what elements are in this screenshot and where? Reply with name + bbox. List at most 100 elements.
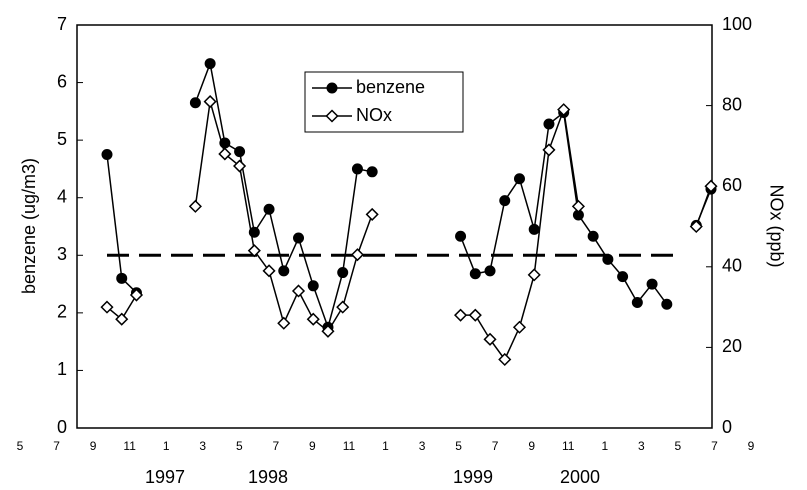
- marker: [512, 320, 527, 334]
- x-tick-label: 7: [492, 439, 499, 453]
- marker: [189, 97, 201, 109]
- marker: [365, 207, 379, 221]
- y-tick-label: 7: [57, 14, 67, 34]
- y-axis-label: benzene (ug/m3): [19, 158, 39, 294]
- marker: [543, 118, 555, 130]
- x-tick-label: 7: [273, 439, 280, 453]
- marker: [234, 146, 246, 158]
- marker: [129, 288, 144, 302]
- x-tick-label: 1: [163, 439, 170, 453]
- x-tick-label: 9: [528, 439, 535, 453]
- x-tick-label: 5: [455, 439, 462, 453]
- marker: [262, 264, 276, 278]
- marker: [469, 268, 481, 280]
- marker: [587, 230, 599, 242]
- marker: [321, 324, 335, 338]
- y-tick-label: 6: [57, 71, 67, 91]
- plot-frame: [76, 24, 713, 429]
- y2-axis-label: NOx (ppb): [766, 184, 786, 267]
- x-tick-label: 5: [236, 439, 243, 453]
- marker: [263, 203, 275, 215]
- marker: [336, 300, 350, 314]
- marker: [350, 248, 364, 262]
- marker: [571, 199, 585, 213]
- y2-tick-label: 0: [722, 417, 732, 437]
- marker: [483, 332, 497, 346]
- x-tick-label: 3: [638, 439, 645, 453]
- y2-tick-label: 80: [722, 94, 742, 114]
- y-tick-label: 0: [57, 417, 67, 437]
- marker: [557, 103, 571, 117]
- marker: [351, 163, 363, 175]
- marker: [689, 219, 703, 234]
- marker: [278, 265, 290, 277]
- x-tick-label: 1: [601, 439, 608, 453]
- year-label: 1998: [248, 467, 288, 487]
- marker: [188, 199, 202, 213]
- legend-label: NOx: [356, 105, 392, 125]
- year-label: 1999: [453, 467, 493, 487]
- marker: [233, 159, 247, 173]
- y-tick-label: 1: [57, 359, 67, 379]
- marker: [291, 284, 306, 298]
- y2-tick-label: 20: [722, 336, 742, 356]
- marker: [101, 149, 113, 161]
- marker: [307, 280, 319, 292]
- x-tick-label: 11: [343, 439, 356, 453]
- marker: [306, 312, 320, 326]
- marker: [326, 82, 338, 94]
- marker: [542, 143, 556, 157]
- x-tick-label: 11: [562, 439, 575, 453]
- x-tick-label: 1: [382, 439, 389, 453]
- y-tick-label: 2: [57, 302, 67, 322]
- y-tick-label: 5: [57, 129, 67, 149]
- x-tick-label: 9: [90, 439, 97, 453]
- marker: [325, 109, 339, 123]
- marker: [661, 298, 673, 310]
- marker: [455, 230, 467, 242]
- x-tick-label: 9: [748, 439, 755, 453]
- year-label: 1997: [145, 467, 185, 487]
- marker: [499, 195, 511, 207]
- marker: [293, 232, 305, 244]
- marker: [116, 272, 128, 284]
- marker: [631, 296, 643, 308]
- marker: [247, 244, 261, 258]
- x-tick-label: 5: [675, 439, 682, 453]
- x-tick-label: 9: [309, 439, 316, 453]
- x-tick-label: 3: [419, 439, 426, 453]
- marker: [204, 58, 216, 70]
- x-tick-label: 7: [711, 439, 718, 453]
- marker: [366, 166, 378, 178]
- y-tick-label: 3: [57, 244, 67, 264]
- marker: [646, 278, 658, 290]
- marker: [218, 147, 232, 161]
- marker: [527, 268, 541, 282]
- marker: [203, 95, 217, 109]
- y2-tick-label: 60: [722, 175, 742, 195]
- marker: [617, 271, 629, 283]
- marker: [115, 312, 129, 326]
- marker: [454, 308, 468, 322]
- y2-tick-label: 40: [722, 256, 742, 276]
- x-tick-label: 3: [199, 439, 206, 453]
- legend-label: benzene: [356, 77, 425, 97]
- x-tick-label: 7: [53, 439, 60, 453]
- marker: [100, 300, 114, 314]
- y2-tick-label: 100: [722, 14, 752, 34]
- marker: [468, 308, 482, 322]
- marker: [277, 316, 291, 330]
- x-tick-label: 5: [17, 439, 24, 453]
- marker: [484, 265, 496, 277]
- marker: [528, 223, 540, 235]
- y-tick-label: 4: [57, 186, 67, 206]
- year-label: 2000: [560, 467, 600, 487]
- x-tick-label: 11: [123, 439, 136, 453]
- marker: [602, 253, 614, 265]
- marker: [337, 267, 349, 279]
- marker: [704, 179, 718, 193]
- series-line: [106, 101, 712, 361]
- legend-box: [304, 71, 464, 133]
- marker: [513, 173, 525, 185]
